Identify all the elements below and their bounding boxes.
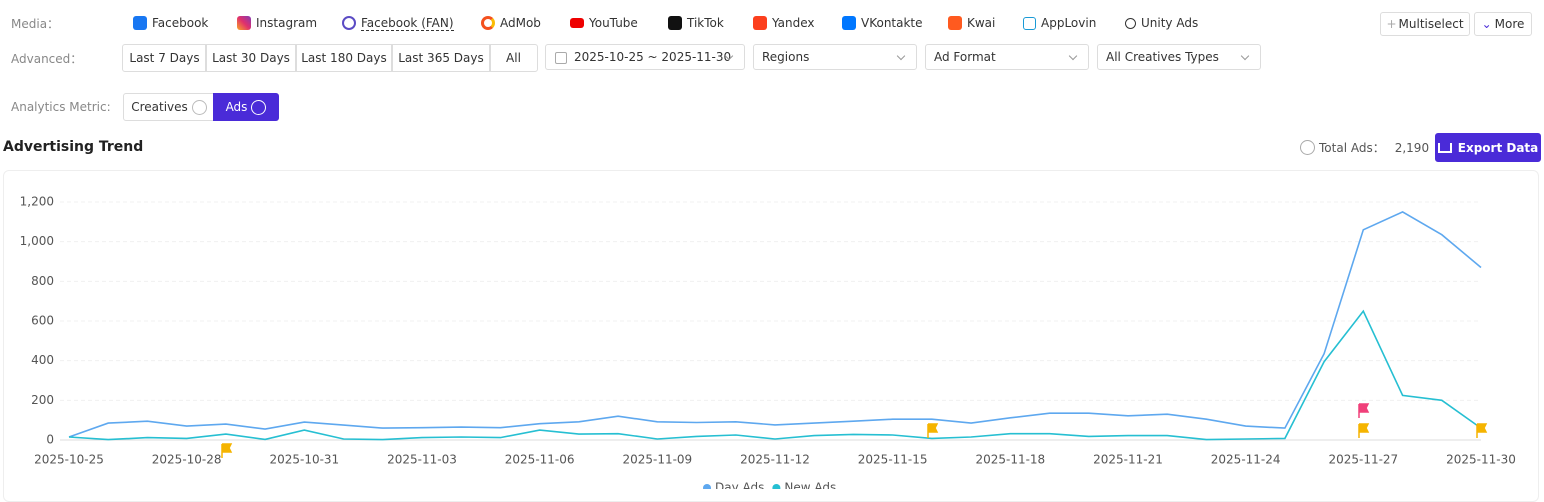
date-range: 2025-10-25 ~ 2025-11-30 [574, 50, 732, 64]
x-tick-label: 2025-11-09 [622, 453, 692, 467]
legend-marker [703, 484, 711, 489]
section-title: Advertising Trend [3, 139, 144, 155]
x-tick-label: 2025-11-06 [505, 453, 575, 467]
media-name: Kwai [967, 16, 996, 30]
range-button[interactable]: All [489, 44, 538, 72]
page: Media： Facebook Instagram Facebook (FAN)… [0, 0, 1544, 489]
media-option[interactable]: TikTok [668, 14, 724, 32]
date-picker[interactable]: 2025-10-25 ~ 2025-11-30 [545, 44, 745, 70]
export-button[interactable]: Export Data [1435, 133, 1541, 162]
flags [221, 403, 1488, 458]
metric-option[interactable]: Creatives [123, 93, 215, 121]
metric-option-active[interactable]: Ads [213, 93, 279, 121]
range-button[interactable]: Last 30 Days [205, 44, 297, 72]
x-tick-label: 2025-10-28 [152, 453, 222, 467]
media-option[interactable]: Yandex [753, 14, 815, 32]
x-tick-label: 2025-10-31 [269, 453, 339, 467]
y-tick-label: 0 [46, 433, 54, 447]
media-name: Unity Ads [1141, 16, 1199, 30]
x-tick-label: 2025-11-12 [740, 453, 810, 467]
metric-label: Analytics Metric: [11, 100, 111, 114]
y-tick-label: 600 [31, 314, 54, 328]
button-text: Multiselect [1398, 17, 1464, 31]
x-tick-label: 2025-11-18 [975, 453, 1045, 467]
button-text: More [1494, 17, 1525, 31]
button-text: Export Data [1457, 140, 1539, 155]
dropdown[interactable]: Regions [753, 44, 917, 70]
x-tick-label: 2025-11-15 [858, 453, 928, 467]
legend-label: New Ads [784, 481, 836, 490]
x-tick-label: 2025-11-30 [1446, 453, 1516, 467]
media-name: AdMob [500, 16, 541, 30]
series-line [68, 211, 1482, 438]
range-button[interactable]: Last 7 Days [122, 44, 207, 72]
total-ads: Total Ads： 2,190 [1300, 139, 1429, 156]
y-tick-label: 400 [31, 353, 54, 367]
x-tick-label: 2025-11-24 [1211, 453, 1281, 467]
media-option[interactable]: Kwai [948, 14, 995, 32]
multiselect-button[interactable]: + Multiselect [1380, 12, 1470, 36]
media-name: TikTok [687, 16, 724, 30]
x-tick-label: 2025-11-21 [1093, 453, 1163, 467]
more-button[interactable]: ⌄ More [1474, 12, 1532, 36]
x-tick-label: 2025-10-25 [34, 453, 104, 467]
legend-marker [772, 484, 781, 489]
media-name: Instagram [256, 16, 318, 30]
x-tick-label: 2025-11-03 [387, 453, 457, 467]
media-option[interactable]: AppLovin [1023, 14, 1096, 32]
range-button[interactable]: Last 365 Days [391, 44, 491, 72]
total-value: 2,190 [1394, 140, 1430, 155]
media-option[interactable]: Unity Ads [1125, 14, 1198, 32]
dropdown[interactable]: Ad Format [925, 44, 1089, 70]
dropdown[interactable]: All Creatives Types [1097, 44, 1261, 70]
media-option[interactable]: AdMob [481, 14, 541, 32]
chart: 0 200 400 600 800 1,000 1,200 2025-10-25 2025-10… [20, 195, 1516, 490]
range-button[interactable]: Last 180 Days [295, 44, 393, 72]
media-option[interactable]: Instagram [237, 14, 317, 32]
y-tick-label: 800 [31, 274, 54, 288]
advanced-label: Advanced： [11, 52, 83, 66]
media-option[interactable]: Facebook [133, 14, 208, 32]
y-tick-label: 1,000 [20, 234, 54, 248]
media-option[interactable]: YouTube [570, 14, 638, 32]
total-label: Total Ads： [1319, 141, 1385, 155]
series-line [68, 309, 1482, 441]
media-option[interactable]: Facebook (FAN) [342, 14, 454, 32]
x-tick-label: 2025-11-27 [1328, 453, 1398, 467]
media-name: VKontakte [861, 16, 923, 30]
option-text: Ads [225, 100, 248, 114]
media-name: Yandex [772, 16, 815, 30]
option-text: Creatives [131, 100, 188, 114]
media-option[interactable]: VKontakte [842, 14, 923, 32]
legend-item: Day Ads [703, 481, 764, 490]
legend-item: New Ads [772, 481, 836, 490]
media-name: Facebook (FAN) [361, 15, 454, 31]
media-name: Facebook [152, 16, 209, 30]
media-label: Media： [11, 17, 60, 31]
y-tick-label: 200 [31, 393, 54, 407]
media-name: YouTube [589, 16, 638, 30]
media-name: AppLovin [1041, 16, 1097, 30]
y-tick-label: 1,200 [20, 195, 54, 209]
plot: 0 200 400 600 800 1,000 1,200 2025-10-25 2025-10… [20, 195, 1516, 490]
legend-label: Day Ads [715, 481, 764, 490]
